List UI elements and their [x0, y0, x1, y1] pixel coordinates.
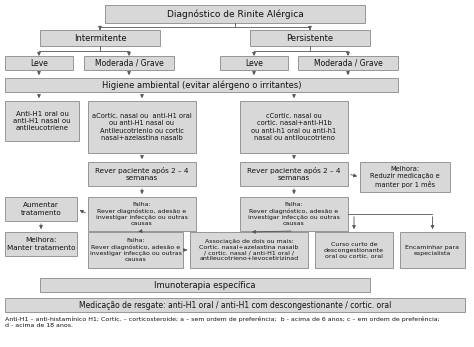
Text: Higiene ambiental (evitar alérgeno o irritantes): Higiene ambiental (evitar alérgeno o irr… [102, 80, 301, 90]
FancyBboxPatch shape [88, 232, 183, 268]
FancyBboxPatch shape [5, 298, 465, 312]
Text: cCortic. nasal ou
cortic. nasal+anti-H1b
ou anti-h1 oral ou anti-h1
nasal ou ant: cCortic. nasal ou cortic. nasal+anti-H1b… [251, 113, 337, 141]
FancyBboxPatch shape [84, 56, 174, 70]
Text: Melhora:
Manter tratamento: Melhora: Manter tratamento [7, 237, 75, 251]
FancyBboxPatch shape [315, 232, 393, 268]
Text: Aumentar
tratamento: Aumentar tratamento [21, 202, 61, 215]
Text: Medicação de resgate: anti-H1 oral / anti-H1 com descongestionante / cortic. ora: Medicação de resgate: anti-H1 oral / ant… [79, 301, 391, 310]
FancyBboxPatch shape [88, 162, 196, 186]
Text: Diagnóstico de Rinite Alérgica: Diagnóstico de Rinite Alérgica [167, 9, 303, 19]
FancyBboxPatch shape [220, 56, 288, 70]
FancyBboxPatch shape [88, 101, 196, 153]
FancyBboxPatch shape [360, 162, 450, 192]
FancyBboxPatch shape [240, 101, 348, 153]
Text: aCortic. nasal ou  anti-H1 oral
ou anti-H1 nasal ou
Antileucotrienio ou cortic
n: aCortic. nasal ou anti-H1 oral ou anti-H… [92, 113, 192, 141]
Text: Intermitente: Intermitente [73, 34, 126, 42]
Text: Curso curto de
descongestionante
oral ou cortic. oral: Curso curto de descongestionante oral ou… [324, 242, 384, 259]
FancyBboxPatch shape [250, 30, 370, 46]
FancyBboxPatch shape [240, 162, 348, 186]
FancyBboxPatch shape [298, 56, 398, 70]
Text: Falha:
Rever diagnóstico, adesão e
investigar infecção ou outras
causas: Falha: Rever diagnóstico, adesão e inves… [248, 202, 340, 226]
Text: Imunoterapia específica: Imunoterapia específica [154, 280, 256, 289]
Text: Associação de dois ou mais:
Cortic. nasal+azelastina nasalb
/ cortic. nasal / an: Associação de dois ou mais: Cortic. nasa… [199, 238, 299, 262]
FancyBboxPatch shape [190, 232, 308, 268]
Text: Rever paciente após 2 – 4
semanas: Rever paciente após 2 – 4 semanas [95, 167, 189, 181]
Text: Falha:
Rever diagnóstico, adesão e
investigar infecção ou outras
causas: Falha: Rever diagnóstico, adesão e inves… [90, 238, 182, 262]
FancyBboxPatch shape [5, 56, 73, 70]
Text: Leve: Leve [245, 59, 263, 68]
FancyBboxPatch shape [240, 197, 348, 231]
FancyBboxPatch shape [400, 232, 465, 268]
Text: Rever paciente após 2 – 4
semanas: Rever paciente após 2 – 4 semanas [247, 167, 341, 181]
Text: Anti-H1 – anti-histamínico H1; Cortic. – corticosteroide; a – sem ordem de prefe: Anti-H1 – anti-histamínico H1; Cortic. –… [5, 316, 440, 328]
Text: Anti-H1 oral ou
anti-H1 nasal ou
antileucotriene: Anti-H1 oral ou anti-H1 nasal ou antileu… [13, 111, 71, 131]
FancyBboxPatch shape [5, 232, 77, 256]
FancyBboxPatch shape [88, 197, 196, 231]
FancyBboxPatch shape [105, 5, 365, 23]
Text: Moderada / Grave: Moderada / Grave [314, 59, 383, 68]
Text: Moderada / Grave: Moderada / Grave [95, 59, 164, 68]
Text: Encaminhar para
especialista: Encaminhar para especialista [405, 245, 459, 255]
Text: Melhora:
Reduzir medicação e
manter por 1 mês: Melhora: Reduzir medicação e manter por … [370, 166, 440, 188]
FancyBboxPatch shape [40, 278, 370, 292]
FancyBboxPatch shape [5, 78, 398, 92]
FancyBboxPatch shape [5, 101, 79, 141]
Text: Persistente: Persistente [286, 34, 334, 42]
FancyBboxPatch shape [40, 30, 160, 46]
Text: Leve: Leve [30, 59, 48, 68]
FancyBboxPatch shape [5, 197, 77, 221]
Text: Falha:
Rever diagnóstico, adesão e
investigar infecção ou outras
causas: Falha: Rever diagnóstico, adesão e inves… [96, 202, 188, 226]
